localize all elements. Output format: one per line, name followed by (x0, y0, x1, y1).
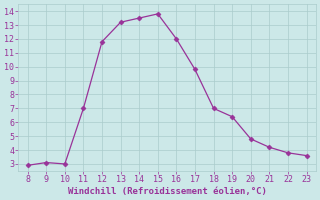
X-axis label: Windchill (Refroidissement éolien,°C): Windchill (Refroidissement éolien,°C) (68, 187, 267, 196)
